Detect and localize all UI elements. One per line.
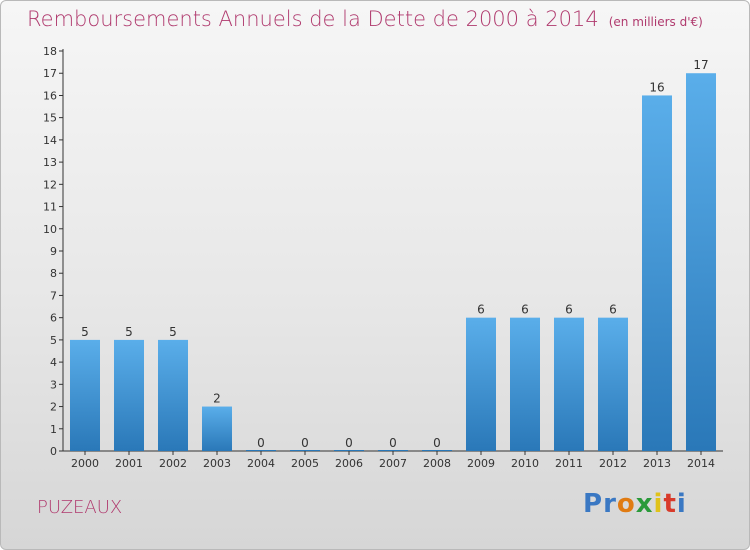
y-tick-label: 0 [50, 445, 57, 458]
y-tick-label: 14 [43, 134, 57, 147]
y-tick-label: 2 [50, 401, 57, 414]
data-label: 5 [125, 325, 133, 339]
x-tick-label: 2014 [687, 457, 715, 470]
x-tick-label: 2007 [379, 457, 407, 470]
x-tick-label: 2004 [247, 457, 275, 470]
x-tick-label: 2005 [291, 457, 319, 470]
data-label: 0 [389, 436, 397, 450]
y-tick-label: 15 [43, 112, 57, 125]
x-tick-label: 2001 [115, 457, 143, 470]
chart-title: Remboursements Annuels de la Dette de 20… [27, 7, 703, 31]
y-tick-label: 13 [43, 156, 57, 169]
y-tick-label: 16 [43, 89, 57, 102]
data-label: 5 [81, 325, 89, 339]
data-label: 17 [693, 58, 708, 72]
bars: 5 5 5 2 0 0 0 0 0 6 6 6 6 16 17 [70, 58, 716, 451]
y-tick-label: 6 [50, 312, 57, 325]
x-tick-label: 2006 [335, 457, 363, 470]
y-tick-label: 9 [50, 245, 57, 258]
x-tick-label: 2000 [71, 457, 99, 470]
y-tick-label: 5 [50, 334, 57, 347]
y-tick-label: 8 [50, 267, 57, 280]
logo-letter: o [616, 489, 636, 519]
x-tick-label: 2008 [423, 457, 451, 470]
data-label: 0 [301, 436, 309, 450]
y-tick-label: 18 [43, 45, 57, 58]
bar [466, 317, 496, 451]
data-label: 6 [609, 303, 617, 317]
bar [686, 73, 716, 451]
y-tick-label: 17 [43, 67, 57, 80]
x-axis: 2000 2001 2002 2003 2004 2005 2006 2007 2008 2009… [63, 450, 723, 470]
y-tick-label: 12 [43, 178, 57, 191]
data-label: 0 [433, 436, 441, 450]
data-label: 2 [213, 392, 221, 406]
data-label: 16 [649, 80, 664, 94]
bar [510, 317, 540, 451]
commune-name: PUZEAUX [37, 497, 123, 518]
bar [158, 339, 188, 451]
x-tick-label: 2011 [555, 457, 583, 470]
x-tick-label: 2003 [203, 457, 231, 470]
bar [114, 339, 144, 451]
logo-letter: i [676, 489, 687, 519]
logo-letter: x [635, 489, 654, 519]
data-label: 6 [477, 303, 485, 317]
y-tick-label: 10 [43, 223, 57, 236]
x-tick-label: 2009 [467, 457, 495, 470]
y-tick-label: 3 [50, 378, 57, 391]
x-tick-label: 2010 [511, 457, 539, 470]
data-label: 0 [257, 436, 265, 450]
bar [202, 406, 232, 451]
bar [70, 339, 100, 451]
bar [642, 95, 672, 451]
logo-letter: i [653, 489, 664, 519]
y-tick-label: 7 [50, 289, 57, 302]
logo-letter: r [603, 489, 617, 519]
y-tick-label: 4 [50, 356, 57, 369]
x-tick-label: 2002 [159, 457, 187, 470]
data-label: 5 [169, 325, 177, 339]
data-label: 6 [521, 303, 529, 317]
x-tick-label: 2012 [599, 457, 627, 470]
bar [554, 317, 584, 451]
proxiti-logo: Proxiti [583, 489, 687, 519]
x-tick-label: 2013 [643, 457, 671, 470]
chart-title-text: Remboursements Annuels de la Dette de 20… [27, 7, 599, 31]
data-label: 6 [565, 303, 573, 317]
data-label: 0 [345, 436, 353, 450]
y-tick-label: 1 [50, 423, 57, 436]
chart-unit: (en milliers d'€) [608, 15, 703, 29]
logo-letter: t [663, 489, 677, 519]
logo-letter: P [583, 489, 604, 519]
y-tick-label: 11 [43, 201, 57, 214]
bar [598, 317, 628, 451]
